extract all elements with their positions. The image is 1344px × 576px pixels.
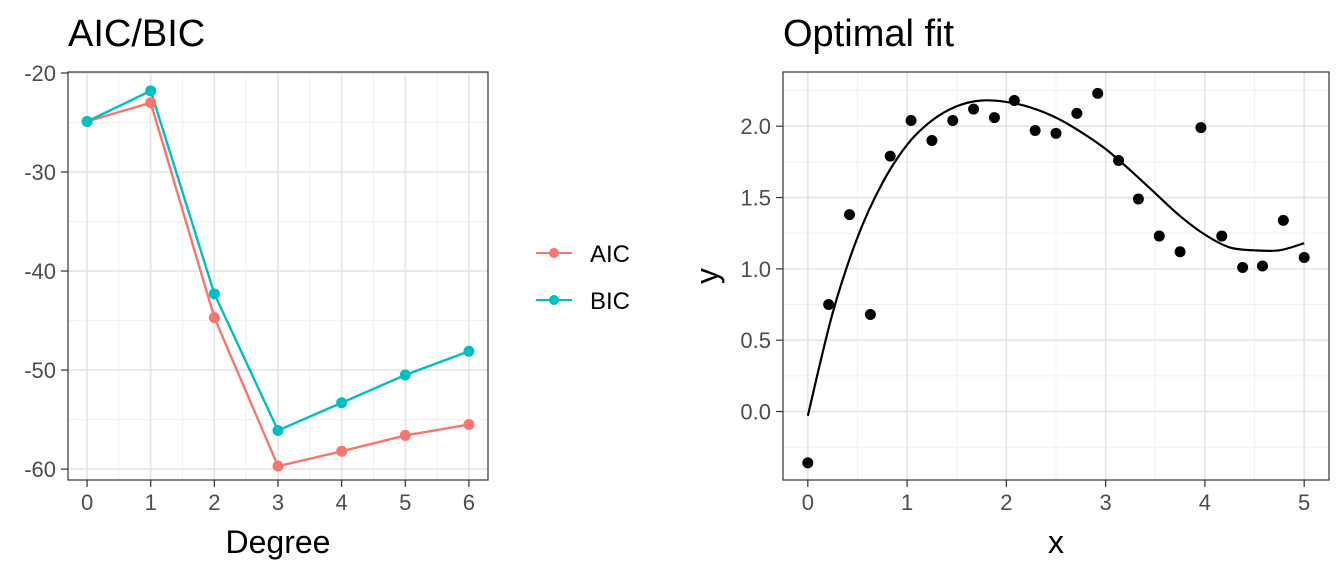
data-point (884, 150, 896, 162)
data-point (1113, 154, 1125, 166)
bic-point (272, 424, 284, 436)
aic-bic-x-ticks: 0 1 2 3 4 5 6 (81, 480, 475, 515)
x-tick-label: 1 (901, 490, 913, 515)
data-point (988, 112, 1000, 124)
data-point (864, 309, 876, 321)
data-point (1092, 87, 1104, 99)
y-tick-label: 0.0 (740, 400, 771, 425)
data-point (1237, 261, 1249, 273)
y-tick-label: 0.5 (740, 328, 771, 353)
bic-point (81, 116, 93, 128)
x-axis-title-x: x (1048, 524, 1064, 560)
y-tick-label: -20 (24, 61, 56, 86)
bic-point (463, 345, 475, 357)
data-point (1071, 107, 1083, 119)
aic-bic-series-points (81, 85, 475, 472)
legend: AIC BIC (536, 241, 630, 315)
data-point (1277, 214, 1289, 226)
x-tick-label: 4 (1199, 490, 1211, 515)
optimal-fit-panel-border (782, 71, 1330, 481)
data-point (1195, 122, 1207, 134)
aic-point (272, 460, 284, 472)
data-point (968, 103, 980, 115)
data-point (1298, 251, 1310, 263)
x-tick-label: 5 (1298, 490, 1310, 515)
aic-point (145, 97, 157, 109)
x-tick-label: 3 (272, 490, 284, 515)
data-point (1008, 95, 1020, 107)
data-point (1050, 127, 1062, 139)
legend-label-bic: BIC (590, 288, 630, 315)
x-tick-label: 5 (399, 490, 411, 515)
fit-curve (806, 99, 1305, 417)
bic-point (399, 369, 411, 381)
fit-curve-layer (806, 99, 1305, 417)
chart-title-optimal-fit: Optimal fit (783, 13, 954, 55)
optimal-fit-y-ticks: 0.0 0.5 1.0 1.5 2.0 (740, 114, 783, 425)
bic-point (145, 85, 157, 97)
aic-point (336, 445, 348, 457)
x-tick-label: 3 (1100, 490, 1112, 515)
legend-item-bic: BIC (536, 288, 630, 315)
legend-key-bic-point (549, 295, 559, 305)
x-tick-label: 1 (145, 490, 157, 515)
aic-bic-y-ticks: -60 -50 -40 -30 -20 (24, 61, 68, 482)
bic-point (208, 288, 220, 300)
x-tick-label: 2 (208, 490, 220, 515)
chart-title-aic-bic: AIC/BIC (68, 13, 205, 55)
data-point (947, 115, 959, 127)
data-point (926, 134, 938, 146)
y-tick-label: -60 (24, 457, 56, 482)
data-points-layer (802, 87, 1310, 469)
legend-item-aic: AIC (536, 241, 630, 268)
y-tick-label: 1.0 (740, 257, 771, 282)
y-tick-label: 1.5 (740, 186, 771, 211)
data-point (1256, 260, 1268, 272)
y-tick-label: -30 (24, 160, 56, 185)
optimal-fit-x-ticks: 0 1 2 3 4 5 (802, 480, 1310, 515)
data-point (1174, 246, 1186, 258)
data-point (1132, 193, 1144, 205)
x-axis-title-degree: Degree (226, 524, 331, 560)
optimal-fit-panel: Optimal fit 0 1 2 3 4 5 0.0 0.5 1.0 1.5 2.0 x y (689, 13, 1330, 560)
x-tick-label: 2 (1000, 490, 1012, 515)
x-tick-label: 0 (81, 490, 93, 515)
data-point (844, 209, 856, 221)
y-tick-label: -40 (24, 259, 56, 284)
legend-label-aic: AIC (590, 241, 630, 268)
aic-bic-panel: AIC/BIC 0 1 2 3 4 5 6 -60 -50 -40 -30 -20 Degree (24, 13, 489, 560)
x-tick-label: 4 (336, 490, 348, 515)
data-point (1216, 230, 1228, 242)
y-axis-title-y: y (689, 268, 725, 284)
data-point (905, 115, 917, 127)
y-tick-label: -50 (24, 358, 56, 383)
data-point (802, 457, 814, 469)
data-point (823, 299, 835, 311)
legend-key-aic-point (549, 248, 559, 258)
aic-point (208, 312, 220, 324)
aic-point (463, 419, 475, 431)
x-tick-label: 6 (463, 490, 475, 515)
x-tick-label: 0 (802, 490, 814, 515)
aic-point (399, 429, 411, 441)
data-point (1153, 230, 1165, 242)
bic-point (336, 397, 348, 409)
data-point (1029, 124, 1041, 136)
aic-bic-grid (68, 72, 488, 480)
y-tick-label: 2.0 (740, 114, 771, 139)
